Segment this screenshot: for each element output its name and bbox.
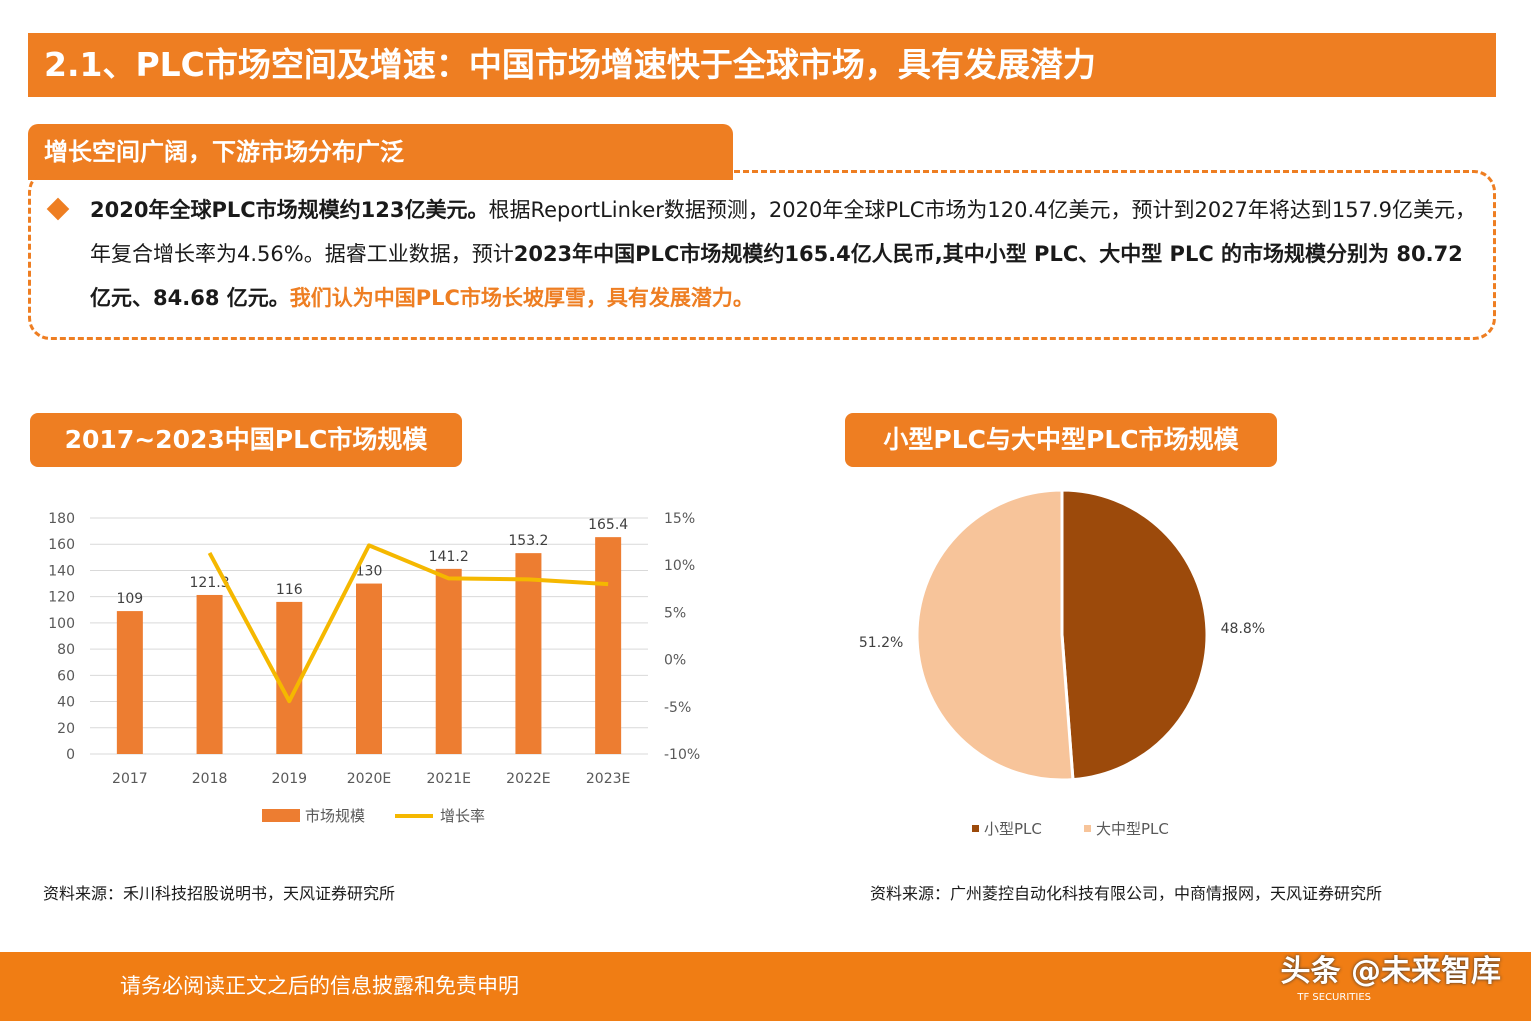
bar-value-label: 165.4 bbox=[588, 517, 628, 533]
right-chart-source: 资料来源：广州菱控自动化科技有限公司，中商情报网，天风证券研究所 bbox=[870, 884, 1383, 903]
y2-tick-label: 10% bbox=[664, 558, 695, 574]
bar bbox=[116, 611, 143, 754]
x-tick-label: 2023E bbox=[586, 771, 630, 787]
y-tick-label: 40 bbox=[57, 695, 75, 711]
summary-text: 2020年全球PLC市场规模约123亿美元。根据ReportLinker数据预测… bbox=[90, 188, 1480, 320]
pie-value-label: 48.8% bbox=[1221, 621, 1265, 637]
bar-value-label: 153.2 bbox=[508, 533, 548, 549]
summary-text-1: 根据ReportLinker数据预测，2020年全球PLC市场为120.4亿美元… bbox=[90, 198, 1477, 266]
growth-rate-line bbox=[207, 543, 609, 704]
bar bbox=[595, 537, 622, 754]
watermark: 头条 @未来智库 bbox=[1280, 954, 1501, 989]
y2-tick-label: 0% bbox=[664, 653, 686, 669]
footer-disclaimer: 请务必阅读正文之后的信息披露和免责申明 bbox=[120, 974, 519, 998]
left-chart-source: 资料来源：禾川科技招股说明书，天风证券研究所 bbox=[43, 884, 396, 903]
footer-bar: 请务必阅读正文之后的信息披露和免责申明 头条 @未来智库 TF SECURITI… bbox=[0, 952, 1531, 1021]
bar bbox=[515, 553, 542, 754]
left-chart-title: 2017~2023中国PLC市场规模 bbox=[30, 413, 462, 467]
right-chart-title: 小型PLC与大中型PLC市场规模 bbox=[845, 413, 1277, 467]
bar-value-label: 109 bbox=[116, 591, 143, 607]
y-tick-label: 160 bbox=[48, 537, 75, 553]
summary-highlight: 我们认为中国PLC市场长坡厚雪，具有发展潜力。 bbox=[289, 286, 754, 310]
y2-tick-label: 15% bbox=[664, 511, 695, 527]
pie-value-label: 51.2% bbox=[859, 635, 903, 651]
bar-value-label: 116 bbox=[276, 582, 303, 598]
y-tick-label: 140 bbox=[48, 563, 75, 579]
y-tick-label: 80 bbox=[57, 642, 75, 658]
bar bbox=[435, 568, 462, 754]
y-tick-label: 120 bbox=[48, 590, 75, 606]
footer-logo-text: TF SECURITIES bbox=[1297, 992, 1371, 1003]
pie-legend-label: 小型PLC bbox=[984, 820, 1042, 838]
market-size-chart: 180 160 140 120 100 80 60 40 20 0 15% 10% 5% 0% -5% -10… bbox=[48, 511, 700, 825]
legend-line-label: 增长率 bbox=[440, 807, 485, 825]
pie-legend-swatch bbox=[972, 825, 979, 832]
summary-bold-2: 2023年中国PLC市场规模约165.4亿人民币,其中小型 PLC、大中型 PL… bbox=[90, 242, 1463, 310]
y-tick-label: 180 bbox=[48, 511, 75, 527]
y-tick-label: 0 bbox=[66, 747, 75, 763]
legend-bar-label: 市场规模 bbox=[305, 807, 365, 825]
x-tick-label: 2020E bbox=[347, 771, 391, 787]
x-tick-label: 2022E bbox=[506, 771, 550, 787]
pie-slice bbox=[1060, 488, 1209, 782]
bar bbox=[276, 601, 303, 754]
y-tick-label: 60 bbox=[57, 668, 75, 684]
legend-bar-swatch bbox=[262, 809, 300, 822]
summary-box bbox=[28, 170, 1496, 340]
x-tick-label: 2018 bbox=[192, 771, 228, 787]
plc-share-pie-chart: 48.8% 51.2% 小型PLC 大中型PLC bbox=[859, 488, 1265, 838]
bar-value-label: 141.2 bbox=[429, 549, 469, 565]
summary-bold-1: 2020年全球PLC市场规模约123亿美元。 bbox=[90, 198, 489, 222]
x-tick-label: 2017 bbox=[112, 771, 148, 787]
page-title: 2.1、PLC市场空间及增速：中国市场增速快于全球市场，具有发展潜力 bbox=[28, 33, 1496, 97]
bar-value-label: 130 bbox=[356, 564, 383, 580]
y-tick-label: 100 bbox=[48, 616, 75, 632]
bar-value-label: 121.3 bbox=[190, 575, 230, 591]
x-tick-label: 2021E bbox=[426, 771, 470, 787]
bar bbox=[196, 594, 223, 754]
pie-legend-swatch bbox=[1084, 825, 1091, 832]
y2-tick-label: -5% bbox=[664, 700, 691, 716]
y2-tick-label: 5% bbox=[664, 605, 686, 621]
pie-legend-label: 大中型PLC bbox=[1096, 820, 1169, 838]
y2-tick-label: -10% bbox=[664, 747, 700, 763]
y-tick-label: 20 bbox=[57, 721, 75, 737]
bar bbox=[356, 583, 382, 754]
x-tick-label: 2019 bbox=[271, 771, 307, 787]
pie-slice bbox=[915, 488, 1075, 782]
